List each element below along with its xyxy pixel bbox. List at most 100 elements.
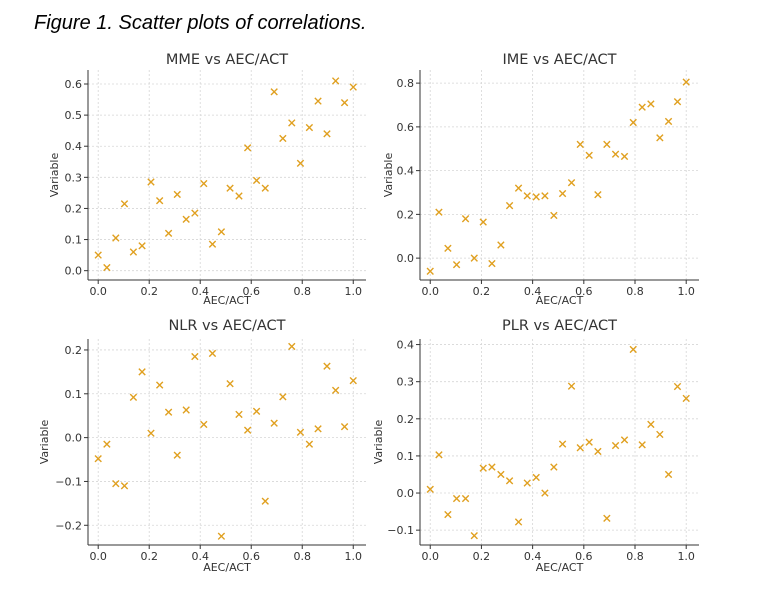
- data-point: [673, 382, 682, 391]
- data-point: [585, 151, 593, 160]
- x-tick-label: 0.2: [473, 285, 491, 298]
- y-tick-label: 0.1: [65, 234, 83, 247]
- y-tick-label: 0.2: [397, 413, 415, 426]
- data-point: [305, 123, 314, 132]
- data-point: [541, 192, 549, 200]
- data-point: [349, 376, 357, 385]
- data-point: [155, 196, 164, 205]
- x-axis-label: AEC/ACT: [536, 294, 584, 307]
- data-point: [129, 248, 138, 256]
- data-point: [603, 140, 611, 149]
- data-point: [252, 407, 261, 416]
- scatter-panel-3: 0.0 0.2 0.4 0.6 0.8 1.0 −0.2 −0.1 0.0 0.1 0.2 NLR v…: [38, 318, 366, 574]
- data-point: [120, 482, 129, 490]
- data-point: [435, 451, 443, 459]
- x-axis-label: AEC/ACT: [203, 294, 251, 307]
- data-point: [505, 477, 514, 485]
- data-point: [314, 97, 322, 105]
- data-point: [147, 178, 155, 186]
- data-point: [682, 394, 690, 403]
- x-tick-label: 0.2: [473, 550, 491, 563]
- y-axis-label: Variable: [382, 153, 395, 198]
- data-point: [488, 259, 496, 268]
- data-point: [620, 152, 629, 161]
- data-point: [305, 440, 314, 448]
- figure-caption: Figure 1. Scatter plots of correlations.: [34, 12, 367, 34]
- x-tick-label: 0.8: [626, 550, 644, 563]
- data-point: [558, 440, 567, 448]
- y-tick-label: 0.2: [65, 344, 83, 357]
- data-point: [323, 362, 331, 370]
- data-point: [638, 441, 646, 449]
- scatter-panel-4: 0.0 0.2 0.4 0.6 0.8 1.0 −0.1 0.0 0.1 0.2 0.3 0.4 PLR…: [372, 318, 699, 574]
- data-point: [585, 438, 593, 446]
- x-tick-label: 0.4: [524, 550, 542, 563]
- data-point: [296, 159, 305, 168]
- x-axis-label: AEC/ACT: [203, 561, 251, 574]
- data-point: [497, 241, 505, 249]
- x-tick-label: 0.2: [140, 550, 158, 563]
- data-point: [567, 178, 576, 187]
- data-point: [103, 440, 111, 448]
- data-point: [270, 88, 278, 96]
- x-tick-label: 1.0: [677, 550, 695, 563]
- data-point: [340, 422, 349, 431]
- data-point: [208, 240, 217, 248]
- data-point: [470, 532, 478, 540]
- data-point: [523, 192, 531, 200]
- y-tick-label: 0.3: [397, 376, 415, 389]
- data-point: [103, 263, 111, 272]
- data-point: [235, 192, 243, 200]
- y-tick-label: 0.6: [397, 121, 415, 134]
- x-tick-label: 1.0: [344, 550, 362, 563]
- data-point: [235, 410, 243, 419]
- scatter-panel-1: 0.0 0.2 0.4 0.6 0.8 1.0 0.0 0.1 0.2 0.3 0.4 0.5 0.6 M…: [48, 52, 366, 307]
- data-point: [435, 208, 443, 216]
- data-point: [532, 473, 540, 482]
- data-point: [629, 118, 637, 127]
- data-point: [340, 98, 349, 107]
- data-point: [532, 193, 540, 201]
- data-point: [129, 393, 138, 401]
- y-tick-label: 0.0: [65, 265, 83, 278]
- y-axis-label: Variable: [48, 153, 61, 198]
- data-point: [331, 386, 340, 394]
- data-point: [452, 260, 461, 269]
- data-point: [461, 215, 470, 223]
- data-point: [94, 251, 102, 259]
- data-point: [279, 134, 287, 143]
- data-point: [261, 497, 269, 505]
- x-tick-label: 0.8: [626, 285, 644, 298]
- x-tick-label: 0.6: [242, 285, 260, 298]
- data-point: [288, 119, 296, 127]
- y-tick-label: 0.8: [397, 77, 415, 90]
- data-point: [620, 436, 629, 444]
- data-point: [288, 342, 296, 351]
- data-point: [497, 470, 505, 479]
- data-point: [444, 244, 452, 252]
- x-tick-label: 0.6: [575, 285, 593, 298]
- data-point: [673, 98, 682, 106]
- scatter-panel-2: 0.0 0.2 0.4 0.6 0.8 1.0 0.0 0.2 0.4 0.6 0.8 IME vs …: [382, 52, 699, 307]
- data-point: [191, 352, 199, 361]
- data-point: [479, 218, 487, 226]
- chart-title: MME vs AEC/ACT: [166, 52, 288, 68]
- y-tick-label: 0.2: [397, 208, 415, 221]
- data-point: [226, 380, 234, 388]
- data-point: [479, 464, 487, 472]
- y-tick-label: 0.0: [397, 487, 415, 500]
- data-point: [138, 242, 146, 250]
- y-axis-label: Variable: [372, 420, 385, 465]
- data-point: [611, 150, 620, 158]
- x-axis-label: AEC/ACT: [536, 561, 584, 574]
- x-tick-label: 0.0: [89, 550, 107, 563]
- data-point: [444, 510, 452, 519]
- data-point: [682, 78, 690, 86]
- x-tick-label: 0.4: [191, 550, 209, 563]
- data-point: [576, 444, 584, 452]
- data-point: [147, 429, 155, 437]
- data-point: [182, 215, 190, 224]
- data-point: [243, 144, 252, 152]
- chart-title: PLR vs AEC/ACT: [502, 318, 617, 334]
- data-point: [647, 420, 655, 429]
